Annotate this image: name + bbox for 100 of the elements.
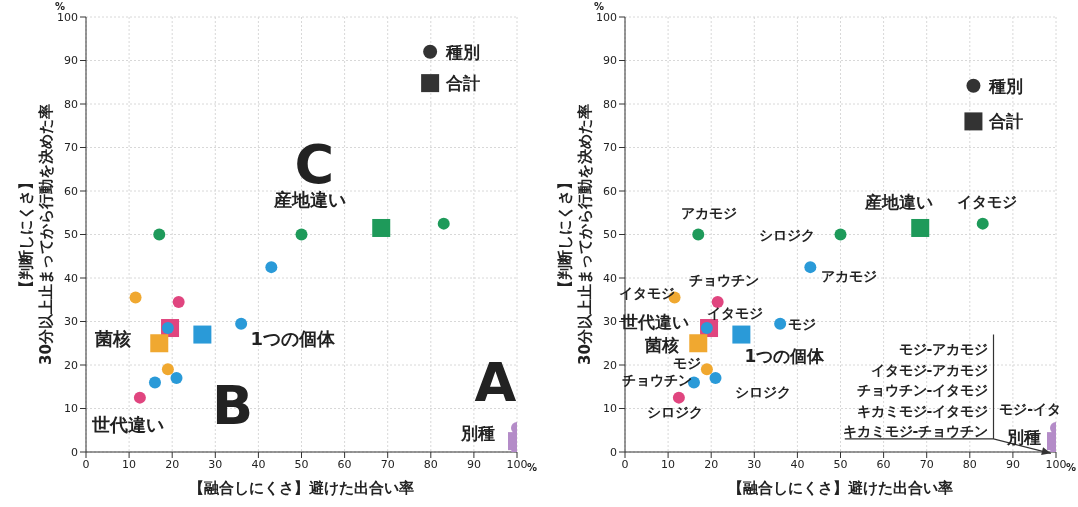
x-tick-label: 30 bbox=[208, 457, 223, 471]
annotation: A bbox=[474, 350, 517, 414]
x-tick-label: 80 bbox=[423, 457, 438, 471]
annotation: チョウチン bbox=[689, 272, 760, 289]
y-tick-label: 20 bbox=[603, 358, 617, 372]
annotation: 産地違い bbox=[863, 191, 933, 212]
text: % bbox=[1066, 461, 1077, 473]
x-tick-label: 50 bbox=[833, 457, 848, 471]
point bbox=[150, 334, 169, 353]
annotation: 1つの個体 bbox=[250, 328, 337, 350]
annotation: 合計 bbox=[988, 111, 1024, 132]
y-axis-title: 【判断しにくさ】 30分以上止まってから行動を決めた率 bbox=[556, 104, 594, 365]
annotation: 合計 bbox=[445, 73, 481, 94]
x-tick-label: 100 bbox=[1045, 457, 1067, 471]
annotation: 菌核 bbox=[643, 334, 679, 355]
y-tick-label: 100 bbox=[57, 10, 78, 24]
annotation: 種別 bbox=[445, 41, 481, 62]
point bbox=[689, 334, 708, 353]
x-tick-label: 80 bbox=[962, 457, 977, 471]
x-axis-title: 【融合しにくさ】避けた出合い率 bbox=[189, 479, 414, 497]
x-tick-label: 60 bbox=[876, 457, 891, 471]
point bbox=[834, 228, 847, 241]
x-tick-label: 50 bbox=[294, 457, 309, 471]
x-tick-label: 60 bbox=[337, 457, 352, 471]
point bbox=[372, 218, 391, 237]
text: % bbox=[55, 0, 66, 12]
y-axis-title: 【判断しにくさ】 30分以上止まってから行動を決めた率 bbox=[17, 104, 55, 365]
annotation: モジ bbox=[787, 315, 816, 332]
y-tick-label: 90 bbox=[64, 54, 78, 68]
y-tick-label: 50 bbox=[64, 228, 78, 242]
y-tick-label: 40 bbox=[603, 271, 617, 285]
x-tick-label: 100 bbox=[506, 457, 528, 471]
annotation: イタモジ-アカモジ bbox=[870, 361, 989, 378]
annotation: 世代違い bbox=[620, 311, 690, 332]
y-tick-label: 10 bbox=[64, 402, 78, 416]
point bbox=[709, 372, 722, 385]
point bbox=[148, 376, 161, 389]
annotation: イタモジ bbox=[957, 192, 1018, 211]
annotation: キカミモジ-イタモジ bbox=[856, 402, 989, 419]
point bbox=[170, 372, 183, 385]
point bbox=[804, 261, 817, 274]
annotation: チョウチン bbox=[622, 372, 693, 389]
annotation: イタモジ bbox=[618, 285, 675, 302]
x-tick-label: 10 bbox=[661, 457, 676, 471]
x-tick-label: 70 bbox=[380, 457, 395, 471]
point bbox=[700, 363, 713, 376]
x-tick-label: 40 bbox=[790, 457, 805, 471]
annotation: 別種 bbox=[1005, 427, 1041, 448]
point bbox=[235, 317, 248, 330]
y-tick-label: 60 bbox=[603, 184, 617, 198]
y-tick-label: 90 bbox=[603, 54, 617, 68]
point bbox=[265, 261, 278, 274]
point bbox=[193, 325, 212, 344]
annotation: チョウチン-イタモジ bbox=[856, 382, 989, 399]
y-tick-label: 60 bbox=[64, 184, 78, 198]
point bbox=[711, 295, 724, 308]
text: % bbox=[594, 0, 605, 12]
annotation: モジ-イタ bbox=[999, 400, 1062, 417]
x-tick-label: 0 bbox=[82, 457, 90, 471]
annotation: イタモジ bbox=[706, 304, 763, 321]
y-tick-label: 100 bbox=[596, 10, 617, 24]
annotation: B bbox=[211, 373, 254, 437]
x-tick-label: 10 bbox=[122, 457, 137, 471]
annotation: シロジク bbox=[646, 403, 703, 420]
y-tick-label: 0 bbox=[71, 445, 78, 459]
text: % bbox=[527, 461, 538, 473]
annotation: アカモジ bbox=[821, 267, 878, 284]
point bbox=[129, 291, 142, 304]
x-tick-label: 40 bbox=[251, 457, 266, 471]
y-tick-label: 70 bbox=[603, 141, 617, 155]
x-tick-label: 70 bbox=[919, 457, 934, 471]
y-tick-label: 20 bbox=[64, 358, 78, 372]
annotation: アカモジ bbox=[681, 204, 738, 221]
point bbox=[692, 228, 705, 241]
point bbox=[295, 228, 308, 241]
annotation: キカミモジ-チョウチン bbox=[842, 423, 989, 440]
point bbox=[172, 295, 185, 308]
x-tick-label: 30 bbox=[747, 457, 762, 471]
point bbox=[732, 325, 751, 344]
point bbox=[672, 391, 685, 404]
point bbox=[911, 218, 930, 237]
annotation: 菌核 bbox=[94, 328, 132, 350]
y-tick-label: 50 bbox=[603, 228, 617, 242]
y-tick-label: 40 bbox=[64, 271, 78, 285]
point bbox=[437, 217, 450, 230]
annotation: 種別 bbox=[988, 75, 1024, 96]
annotation: 1つの個体 bbox=[744, 346, 826, 367]
x-tick-label: 90 bbox=[1005, 457, 1020, 471]
y-tick-label: 80 bbox=[603, 97, 617, 111]
point bbox=[774, 317, 787, 330]
annotation: モジ bbox=[672, 354, 701, 371]
x-axis-title: 【融合しにくさ】避けた出合い率 bbox=[728, 479, 953, 497]
annotation: 別種 bbox=[460, 422, 496, 443]
annotation: モジ-アカモジ bbox=[898, 340, 989, 357]
y-tick-label: 0 bbox=[610, 445, 617, 459]
y-tick-label: 70 bbox=[64, 141, 78, 155]
y-tick-label: 30 bbox=[64, 315, 78, 329]
point bbox=[161, 363, 174, 376]
x-tick-label: 20 bbox=[704, 457, 719, 471]
x-tick-label: 20 bbox=[165, 457, 180, 471]
